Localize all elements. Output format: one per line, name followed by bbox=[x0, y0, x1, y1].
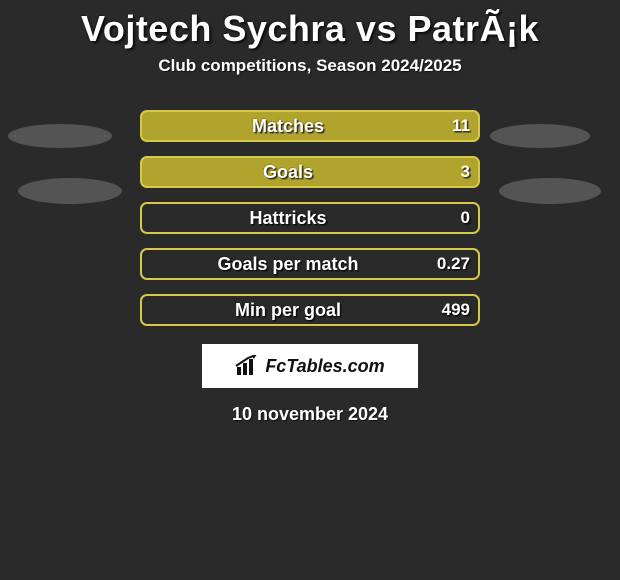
player-avatar-placeholder bbox=[8, 124, 112, 148]
stat-value: 0.27 bbox=[436, 254, 470, 274]
stat-label: Matches bbox=[140, 116, 436, 137]
stat-value: 499 bbox=[436, 300, 470, 320]
stat-row: Hattricks0 bbox=[140, 202, 480, 234]
stat-row: Min per goal499 bbox=[140, 294, 480, 326]
stat-value: 0 bbox=[436, 208, 470, 228]
comparison-card: Vojtech Sychra vs PatrÃ¡k Club competiti… bbox=[0, 0, 620, 425]
player-avatar-placeholder bbox=[18, 178, 122, 204]
stat-value: 3 bbox=[436, 162, 470, 182]
stats-list: Matches11 Goals3 Hattricks0 Goals per match… bbox=[140, 110, 480, 326]
player-avatar-placeholder bbox=[499, 178, 601, 204]
page-subtitle: Club competitions, Season 2024/2025 bbox=[0, 56, 620, 76]
stat-label: Goals bbox=[140, 162, 436, 183]
stat-row: Goals3 bbox=[140, 156, 480, 188]
page-title: Vojtech Sychra vs PatrÃ¡k bbox=[0, 8, 620, 50]
brand-text: FcTables.com bbox=[265, 356, 384, 377]
stat-row: Goals per match0.27 bbox=[140, 248, 480, 280]
date-text: 10 november 2024 bbox=[0, 404, 620, 425]
stat-label: Goals per match bbox=[140, 254, 436, 275]
stat-value: 11 bbox=[436, 116, 470, 136]
stat-row: Matches11 bbox=[140, 110, 480, 142]
player-avatar-placeholder bbox=[490, 124, 590, 148]
chart-icon bbox=[235, 355, 261, 377]
stat-label: Min per goal bbox=[140, 300, 436, 321]
brand-logo: FcTables.com bbox=[202, 344, 418, 388]
stat-label: Hattricks bbox=[140, 208, 436, 229]
